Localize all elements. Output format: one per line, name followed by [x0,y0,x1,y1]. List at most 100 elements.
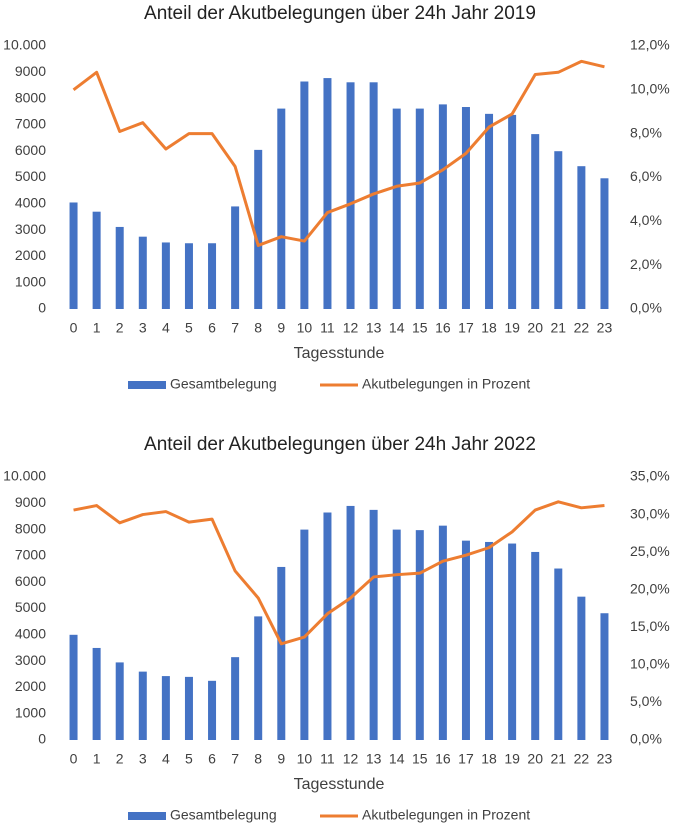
legend-label: Gesamtbelegung [170,807,277,823]
x-tick-label: 6 [208,751,216,767]
bar [323,512,332,740]
x-tick-label: 12 [343,320,359,336]
bar [92,211,101,309]
x-tick-label: 11 [320,751,335,767]
x-tick-label: 18 [481,751,497,767]
y-tick-label: 3000 [15,221,46,237]
x-tick-label: 2 [116,751,124,767]
x-tick-label: 4 [162,320,170,336]
bar [115,662,124,740]
bar [184,243,193,309]
y-tick-label: 9000 [15,63,46,79]
bar [531,551,540,740]
x-tick-label: 14 [389,320,405,336]
bar [461,107,470,310]
x-tick-label: 21 [551,320,567,336]
bar [508,543,517,740]
x-tick-label: 12 [343,751,359,767]
x-tick-label: 10 [297,751,313,767]
x-tick-label: 21 [551,751,567,767]
x-tick-label: 16 [435,751,451,767]
x-tick-label: 8 [254,320,262,336]
chart: Anteil der Akutbelegungen über 24h Jahr … [3,3,670,392]
bar [346,82,355,309]
x-tick-label: 1 [93,320,101,336]
y-tick-label: 7000 [15,116,46,132]
y-tick-label: 4000 [15,195,46,211]
bar [554,151,563,309]
bar [346,505,355,740]
x-tick-label: 23 [597,751,613,767]
y2-tick-label: 10,0% [630,81,670,97]
x-tick-label: 13 [366,320,382,336]
y-tick-label: 10.000 [3,37,46,53]
x-tick-label: 7 [231,751,239,767]
x-tick-label: 17 [458,320,474,336]
x-tick-label: 8 [254,751,262,767]
y2-tick-label: 4,0% [630,212,662,228]
line [72,59,605,247]
bar [577,166,586,309]
bar [138,671,147,740]
bar [115,226,124,309]
x-tick-label: 18 [481,320,497,336]
y-tick-label: 5000 [15,168,46,184]
bar [485,541,494,740]
y2-tick-label: 35,0% [630,468,670,484]
bar [438,104,447,309]
y-tick-label: 1000 [15,273,46,289]
y2-tick-label: 15,0% [630,618,670,634]
bar [231,206,240,309]
bar [508,114,517,309]
legend-label: Gesamtbelegung [170,376,277,392]
x-tick-label: 14 [389,751,405,767]
y2-tick-label: 5,0% [630,693,662,709]
bar [254,616,263,740]
bar [277,566,286,740]
x-tick-label: 17 [458,751,474,767]
y-tick-label: 8000 [15,89,46,105]
x-tick-label: 2 [116,320,124,336]
bar [323,78,332,309]
bar [208,243,217,309]
x-tick-label: 9 [277,320,285,336]
legend-label: Akutbelegungen in Prozent [362,376,530,392]
y-tick-label: 0 [38,300,46,316]
chart-title: Anteil der Akutbelegungen über 24h Jahr … [144,3,536,24]
x-tick-label: 15 [412,320,428,336]
bar [208,680,217,740]
bar [392,108,401,310]
x-tick-label: 0 [70,320,78,336]
y2-tick-label: 30,0% [630,505,670,521]
y-tick-label: 6000 [15,142,46,158]
y-tick-label: 9000 [15,494,46,510]
chart-title: Anteil der Akutbelegungen über 24h Jahr … [144,434,536,455]
y2-tick-label: 12,0% [630,37,670,53]
x-tick-label: 23 [597,320,613,336]
bar [184,676,193,740]
x-tick-label: 20 [527,320,543,336]
bar [69,634,78,740]
x-tick-label: 1 [93,751,101,767]
x-tick-label: 5 [185,751,193,767]
bar [392,529,401,740]
x-tick-label: 22 [574,751,590,767]
bar [231,657,240,740]
legend-label: Akutbelegungen in Prozent [362,807,530,823]
x-tick-label: 11 [320,320,335,336]
x-axis-title: Tagesstunde [294,776,385,793]
x-tick-label: 20 [527,751,543,767]
y2-tick-label: 8,0% [630,124,662,140]
chart: Anteil der Akutbelegungen über 24h Jahr … [3,434,670,823]
y2-tick-label: 6,0% [630,168,662,184]
bar [531,134,540,309]
y2-tick-label: 0,0% [630,731,662,747]
bar [600,613,609,740]
bar [369,82,378,309]
bar [438,525,447,740]
y2-tick-label: 10,0% [630,656,670,672]
bar [577,596,586,740]
legend-swatch [128,381,166,389]
bar [277,108,286,310]
